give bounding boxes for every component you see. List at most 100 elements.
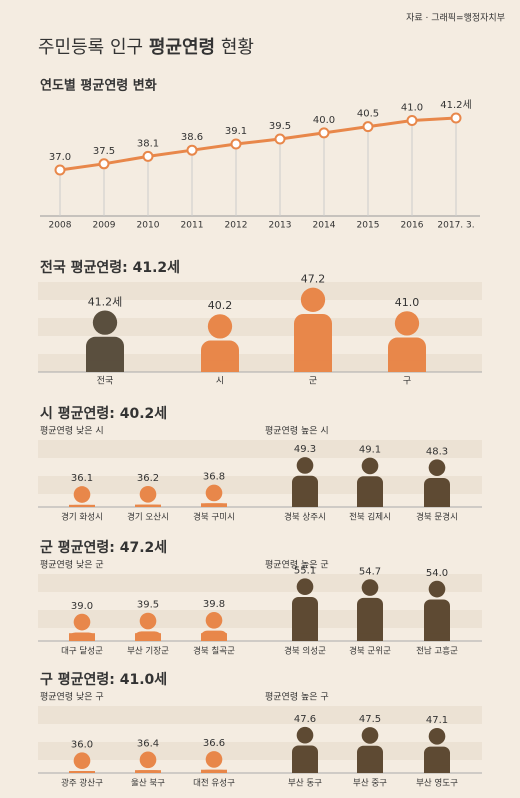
category-label: 경북 문경시 — [416, 512, 458, 523]
line — [59, 116, 457, 172]
figure-body-foot — [69, 771, 95, 773]
x-tick-label: 2011 — [181, 221, 204, 231]
figure-body-foot — [201, 633, 227, 641]
stripe — [38, 336, 482, 354]
value-label: 54.7 — [359, 566, 381, 577]
value-label: 39.0 — [71, 601, 93, 612]
figure-body — [292, 475, 318, 507]
value-label: 36.4 — [137, 739, 159, 750]
figure-head — [361, 457, 379, 475]
value-label: 47.2 — [301, 273, 326, 286]
point — [98, 158, 110, 170]
category-label: 대구 달성군 — [61, 646, 103, 657]
figure-body-foot — [69, 504, 95, 507]
value-label: 55.1 — [294, 565, 316, 576]
stripe — [38, 440, 482, 458]
x-tick-label: 2014 — [313, 221, 336, 231]
value-label: 36.1 — [71, 473, 93, 484]
value-label: 36.0 — [71, 739, 93, 750]
stripe — [38, 458, 482, 476]
value-label: 38.1 — [137, 138, 159, 149]
group-label: 평균연령 높은 군 — [265, 559, 329, 571]
chart-title: 시 평균연령: 40.2세 — [40, 405, 167, 422]
group-label: 평균연령 낮은 군 — [40, 559, 104, 571]
value-label: 38.6 — [181, 132, 203, 143]
figure-head — [73, 613, 91, 631]
figure-head — [139, 485, 157, 503]
figure-body-foot — [201, 360, 239, 372]
category-label: 경북 구미시 — [193, 512, 235, 523]
figure-body — [294, 313, 332, 372]
category-label: 부산 기장군 — [127, 646, 169, 657]
value-label: 40.0 — [313, 115, 335, 126]
figure-head — [205, 751, 223, 768]
category-label: 경북 칠곡군 — [193, 646, 235, 657]
figure-body-foot — [69, 633, 95, 641]
figure-body-foot — [135, 770, 161, 773]
group-label: 평균연령 낮은 시 — [40, 425, 104, 437]
value-label: 49.1 — [359, 445, 381, 456]
x-tick-label: 2012 — [225, 221, 248, 231]
figure-body-foot — [135, 633, 161, 641]
stripe — [38, 318, 482, 336]
value-label: 48.3 — [426, 446, 448, 457]
stripe — [38, 610, 482, 628]
category-label: 전국 — [97, 376, 114, 387]
value-label: 37.5 — [93, 146, 115, 157]
value-label: 47.1 — [426, 715, 448, 726]
point — [186, 144, 198, 156]
value-label: 39.8 — [203, 599, 225, 610]
point — [230, 138, 242, 150]
figure-body-foot — [292, 499, 318, 507]
stripe — [38, 628, 482, 641]
figure-body-foot — [424, 765, 450, 773]
figure-head — [428, 459, 446, 476]
value-label: 49.3 — [294, 444, 316, 455]
x-tick-label: 2010 — [137, 221, 160, 231]
stripe — [38, 282, 482, 300]
category-label: 부산 동구 — [288, 778, 322, 789]
chart-title: 구 평균연령: 41.0세 — [40, 671, 167, 688]
x-tick-label: 2016 — [401, 221, 424, 231]
category-label: 시 — [216, 376, 224, 387]
category-label: 경북 군위군 — [349, 646, 391, 657]
value-label: 41.2세 — [88, 295, 123, 308]
category-label: 구 — [403, 376, 411, 387]
figure-body-foot — [424, 633, 450, 641]
stripe — [38, 354, 482, 372]
figure-body-foot — [201, 769, 227, 773]
figure-body-foot — [201, 503, 227, 507]
figure-head — [207, 314, 233, 339]
x-tick-label: 2017. 3. — [437, 221, 474, 231]
title-suffix: 현황 — [221, 37, 254, 58]
stripe — [38, 476, 482, 494]
x-tick-label: 2009 — [93, 221, 116, 231]
figure-head — [428, 727, 446, 745]
figure-head — [92, 310, 118, 335]
chart-title: 연도별 평균연령 변화 — [40, 78, 157, 94]
figure-body-foot — [292, 633, 318, 641]
value-label: 47.6 — [294, 714, 316, 725]
figure-body-foot — [357, 633, 383, 641]
figure-body-foot — [135, 504, 161, 507]
stripe — [38, 706, 482, 724]
stripe — [38, 724, 482, 742]
source: 자료 · 그래픽=행정자치부 — [406, 12, 505, 24]
figure-body-foot — [86, 360, 124, 372]
chart-title: 군 평균연령: 47.2세 — [40, 539, 167, 556]
stripe — [38, 494, 482, 507]
figure-head — [361, 727, 379, 744]
point — [406, 114, 418, 126]
value-label: 41.0 — [395, 296, 420, 309]
category-label: 부산 중구 — [353, 778, 387, 789]
group-label: 평균연령 높은 구 — [265, 691, 329, 703]
category-label: 경기 오산시 — [127, 512, 169, 523]
category-label: 대전 유성구 — [193, 778, 235, 789]
chart-title: 전국 평균연령: 41.2세 — [40, 259, 180, 276]
value-label: 40.2 — [208, 299, 233, 312]
figure-head — [296, 457, 314, 474]
x-tick-label: 2015 — [357, 221, 380, 231]
stripe — [38, 742, 482, 760]
